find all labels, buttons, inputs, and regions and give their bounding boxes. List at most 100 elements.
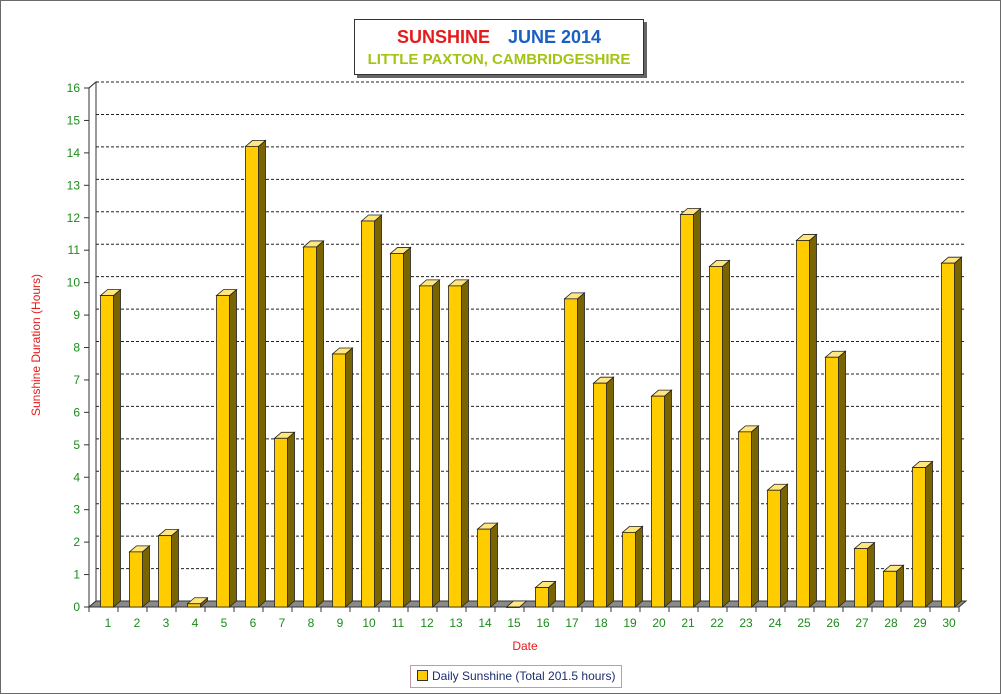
x-tick-label: 9 — [337, 616, 344, 630]
bar — [215, 288, 238, 608]
x-tick-label: 11 — [392, 616, 405, 630]
bar-side — [606, 376, 614, 608]
bar-side — [925, 460, 933, 608]
bar-side — [809, 233, 817, 608]
bar-front — [738, 431, 752, 608]
title-month: JUNE 2014 — [507, 27, 602, 47]
bar-front — [941, 262, 955, 608]
bar — [940, 256, 963, 608]
y-tick-label: 13 — [67, 178, 81, 192]
x-tick-label: 5 — [221, 616, 228, 630]
y-tick-label: 8 — [73, 341, 80, 355]
x-tick-label: 26 — [826, 616, 840, 630]
bar-side — [461, 278, 469, 608]
bar-front — [390, 253, 404, 608]
x-tick-label: 3 — [163, 616, 170, 630]
x-tick-label: 29 — [913, 616, 927, 630]
y-tick-label: 1 — [73, 568, 80, 582]
bar-side — [229, 288, 237, 608]
x-tick-label: 10 — [362, 616, 376, 630]
x-tick-label: 22 — [710, 616, 724, 630]
bar — [447, 278, 470, 608]
bar — [911, 460, 934, 608]
x-tick-label: 1 — [105, 616, 112, 630]
x-tick-label: 7 — [279, 616, 286, 630]
bar — [389, 246, 412, 608]
bar-front — [593, 382, 607, 608]
bar-side — [490, 522, 498, 608]
left-wall — [88, 80, 97, 609]
x-tick-label: 25 — [797, 616, 811, 630]
bar-side — [896, 564, 904, 608]
bar-side — [258, 139, 266, 608]
bar — [824, 350, 847, 608]
y-tick-label: 6 — [73, 405, 80, 419]
bar-front — [883, 570, 897, 608]
bar — [766, 483, 789, 608]
bar — [128, 544, 151, 608]
bar — [650, 389, 673, 608]
legend: Daily Sunshine (Total 201.5 hours) — [410, 665, 623, 688]
bar-front — [796, 240, 810, 608]
bar-front — [912, 467, 926, 608]
x-tick-label: 13 — [449, 616, 463, 630]
bar-front — [477, 528, 491, 608]
x-tick-label: 8 — [308, 616, 315, 630]
bar — [795, 233, 818, 608]
x-tick-label: 19 — [623, 616, 637, 630]
bar — [563, 291, 586, 608]
bar — [853, 541, 876, 608]
x-tick-label: 6 — [250, 616, 257, 630]
chart-subtitle: LITTLE PAXTON, CAMBRIDGESHIRE — [367, 51, 631, 68]
x-tick-labels: 1 2 3 4 5 6 7 8 9 10 11 12 13 14 15 16 17 18 19 20 21 22 23 24 2… — [105, 616, 956, 630]
bar — [273, 431, 296, 608]
bar-front — [448, 285, 462, 608]
chart-title: SUNSHINE JUNE 2014 — [355, 27, 643, 48]
y-tick-label: 15 — [67, 113, 81, 127]
bar-side — [142, 544, 150, 608]
bar-side — [345, 347, 353, 608]
bar — [621, 525, 644, 608]
bar — [157, 528, 180, 608]
bar-side — [693, 207, 701, 608]
bar-side — [780, 483, 788, 608]
bar-side — [838, 350, 846, 608]
y-tick-label: 4 — [73, 470, 80, 484]
bar-side — [577, 291, 585, 608]
bar-front — [767, 489, 781, 608]
x-tick-label: 23 — [739, 616, 753, 630]
bar — [99, 288, 122, 608]
y-tick-label: 10 — [67, 276, 81, 290]
bar-side — [316, 240, 324, 608]
x-tick-label: 20 — [652, 616, 666, 630]
bar-front — [274, 437, 288, 608]
x-tick-label: 14 — [478, 616, 492, 630]
x-tick-label: 28 — [884, 616, 898, 630]
bar-side — [751, 424, 759, 608]
bar-side — [635, 525, 643, 608]
bar — [302, 240, 325, 608]
x-tick-label: 30 — [942, 616, 956, 630]
bar-side — [664, 389, 672, 608]
bar-front — [564, 298, 578, 608]
y-tick-label: 0 — [73, 600, 80, 614]
y-tick-label: 9 — [73, 308, 80, 322]
x-tick-label: 15 — [507, 616, 521, 630]
bar-front — [535, 587, 549, 608]
bar-front — [622, 531, 636, 608]
legend-label: Daily Sunshine (Total 201.5 hours) — [432, 669, 616, 683]
bar — [882, 564, 905, 608]
chart-title-box: SUNSHINE JUNE 2014 LITTLE PAXTON, CAMBRID… — [354, 19, 644, 75]
bar — [708, 259, 731, 608]
bar-side — [374, 214, 382, 608]
bar-side — [954, 256, 962, 608]
bar-side — [432, 278, 440, 608]
bar-front — [854, 548, 868, 608]
y-tick-label: 11 — [68, 243, 81, 257]
x-tick-label: 18 — [594, 616, 608, 630]
bar-front — [680, 214, 694, 608]
bar — [418, 278, 441, 608]
bar-side — [403, 246, 411, 608]
